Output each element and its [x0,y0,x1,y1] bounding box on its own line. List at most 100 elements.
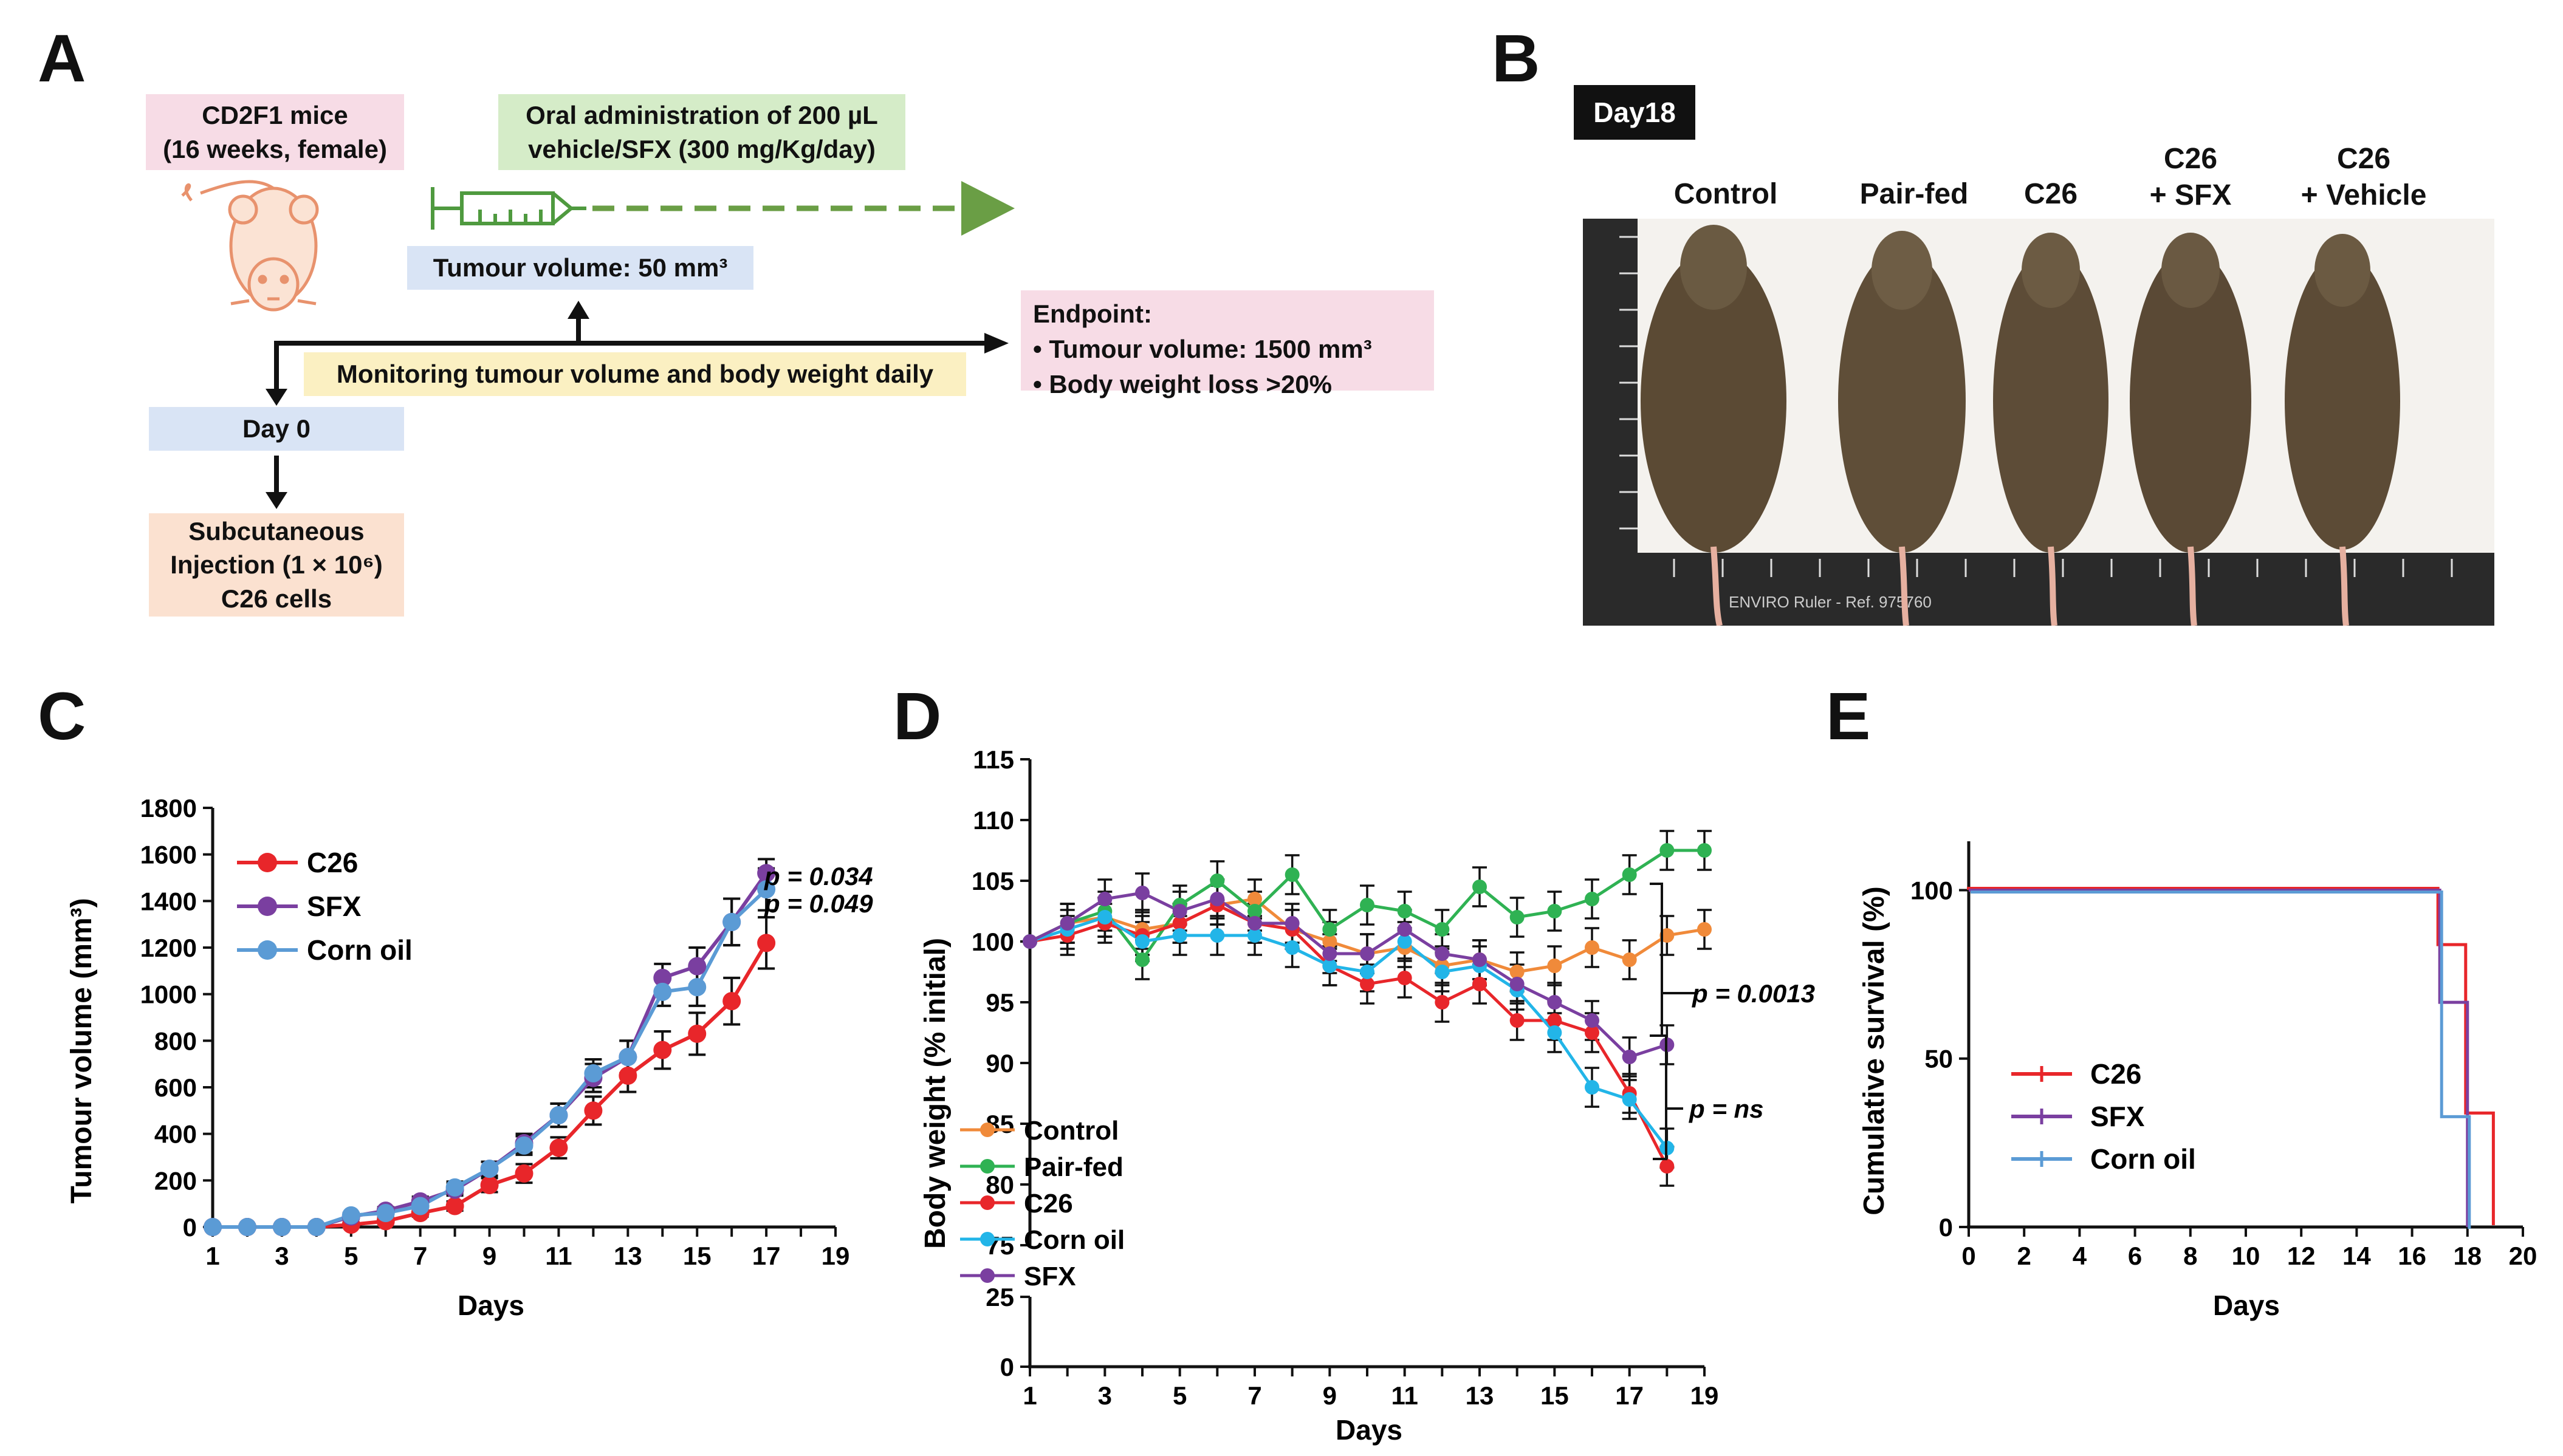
data-point [584,1064,603,1082]
data-point [584,1101,603,1120]
data-point [1322,959,1337,973]
data-point [1285,940,1300,955]
data-point [1360,898,1374,912]
mouse-label: Pair-fed [1859,178,1969,210]
data-point [1585,940,1599,955]
data-point [1659,843,1675,858]
data-point [688,1024,707,1043]
endpoint-box: Endpoint: • Tumour volume: 1500 mm³ • Bo… [1021,290,1434,398]
y-tick-label: 200 [154,1166,197,1195]
legend-marker [980,1195,995,1210]
data-point [1435,946,1450,961]
y-tick-label: 115 [973,745,1014,774]
data-point [1697,922,1712,937]
endpoint-item: • Body weight loss >20% [1033,369,1333,398]
p-value-annotation: p = 0.049 [764,889,873,918]
x-axis-label: Days [2213,1290,2280,1321]
data-point [1285,867,1300,882]
data-point [1322,934,1337,949]
legend-label: SFX [1024,1262,1076,1291]
data-point [1172,904,1187,918]
data-point [549,1106,568,1124]
legend-marker [980,1232,995,1246]
data-point [1172,928,1187,943]
data-point [722,912,741,931]
tumour-volume-label: Tumour volume: 50 mm³ [433,253,728,282]
data-point [1509,965,1525,979]
monitor-box: Monitoring tumour volume and body weight… [304,352,966,396]
injection-label: Subcutaneous Injection (1 × 10⁶) C26 cel… [170,516,383,613]
x-tick-label: 9 [482,1242,496,1270]
x-tick-label: 4 [2073,1242,2087,1270]
y-tick-label: 600 [154,1073,197,1102]
x-tick-label: 20 [2509,1242,2537,1270]
y-tick-label: 50 [1924,1045,1953,1073]
data-point [1097,910,1113,925]
legend: Control Pair-fed C26 Corn oil SFX [960,1116,1125,1291]
data-point [1622,1092,1637,1107]
y-tick-label: 95 [986,988,1014,1017]
data-point [1247,928,1262,943]
mice-photo: ENVIRO Ruler - Ref. 975760 [1583,219,2494,626]
legend-label: C26 [1024,1189,1073,1218]
x-tick-label: 14 [2342,1242,2371,1270]
data-point [411,1197,430,1215]
data-point [1547,959,1562,973]
data-point [1285,916,1300,931]
legend-label: SFX [2090,1101,2145,1132]
x-tick-label: 5 [344,1242,358,1270]
oral-admin-label: Oral administration of 200 µL vehicle/SF… [526,101,878,163]
data-point [1135,886,1150,900]
legend-label: Corn oil [307,934,413,966]
data-point [688,978,707,997]
data-point [1472,880,1487,894]
data-point [1210,873,1225,888]
data-point [204,1218,222,1236]
data-point [1622,1050,1637,1064]
data-point [1509,910,1525,925]
legend-label: SFX [307,890,362,922]
data-point [1397,904,1412,918]
legend: C26 SFX Corn oil [2011,1058,2196,1175]
day0-box: Day 0 [149,407,404,451]
x-tick-label: 13 [614,1242,642,1270]
x-axis-label: Days [458,1290,524,1321]
legend-label: C26 [2090,1058,2141,1090]
legend: C26 SFX Corn oil [237,847,413,966]
data-point [653,1041,672,1059]
y-tick-label: 1200 [140,934,197,962]
data-point [1210,892,1225,906]
series-line-c26 [1029,903,1669,1167]
x-tick-label: 19 [822,1242,850,1270]
x-tick-label: 10 [2232,1242,2260,1270]
x-tick-label: 2 [2017,1242,2031,1270]
legend-label: C26 [307,847,358,878]
mouse-c26-sfx [2130,233,2251,626]
data-point [1585,892,1599,906]
legend-label: Pair-fed [1024,1152,1124,1182]
mouse-label: C26 + Vehicle [2301,143,2427,211]
mouse-control [1641,225,1786,626]
series-line-corn-oil [1029,915,1669,1149]
panel-label-d: D [893,679,942,754]
data-point [757,934,776,952]
data-point [1023,934,1037,949]
data-point [480,1176,499,1194]
x-tick-label: 16 [2398,1242,2426,1270]
data-point [1247,904,1262,918]
x-tick-label: 12 [2287,1242,2316,1270]
survival-chart: Cumulative survival (%) Days 0 50 100 0 2 4 6 8… [1858,841,2537,1321]
data-point [307,1218,326,1236]
data-point [1509,977,1525,991]
x-tick-label: 8 [2183,1242,2197,1270]
y-tick-label: 1400 [140,887,197,915]
data-point [1435,965,1450,979]
x-tick-label: 19 [1690,1381,1719,1410]
x-tick-label: 11 [1391,1381,1418,1410]
y-tick-label: 0 [1000,1353,1014,1381]
survival-line-c26 [1967,886,2495,1225]
x-tick-label: 6 [2128,1242,2142,1270]
y-tick-label: 25 [986,1283,1014,1311]
x-tick-label: 3 [1098,1381,1112,1410]
tumour-volume-chart: Tumour volume (mm³) Days 0 200 400 600 800 10… [66,794,873,1321]
